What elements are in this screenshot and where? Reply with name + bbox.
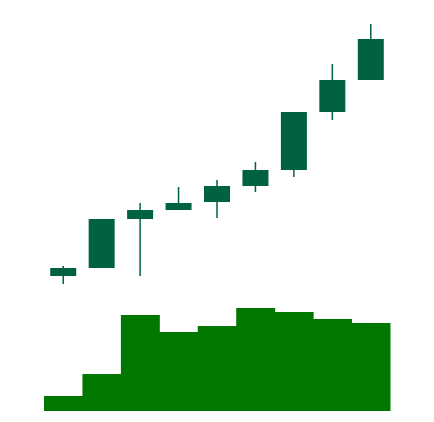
- volume-bar: [274, 312, 314, 411]
- volume-bar: [197, 326, 237, 411]
- volume-bar: [351, 323, 391, 411]
- candle-body: [357, 39, 384, 80]
- candle-body: [204, 186, 230, 202]
- volume-bar: [159, 332, 199, 411]
- candle-body: [127, 210, 154, 219]
- candle-body: [242, 170, 269, 186]
- candle-body: [280, 112, 307, 170]
- candle-body: [165, 203, 192, 210]
- candle-body: [50, 268, 77, 276]
- candle-body: [88, 219, 115, 268]
- volume-bar: [120, 315, 160, 411]
- volume-bar: [236, 308, 276, 411]
- candle-body: [319, 80, 346, 112]
- volume-bar: [313, 319, 353, 411]
- volume-bar: [82, 374, 122, 411]
- volume-bar: [44, 396, 83, 411]
